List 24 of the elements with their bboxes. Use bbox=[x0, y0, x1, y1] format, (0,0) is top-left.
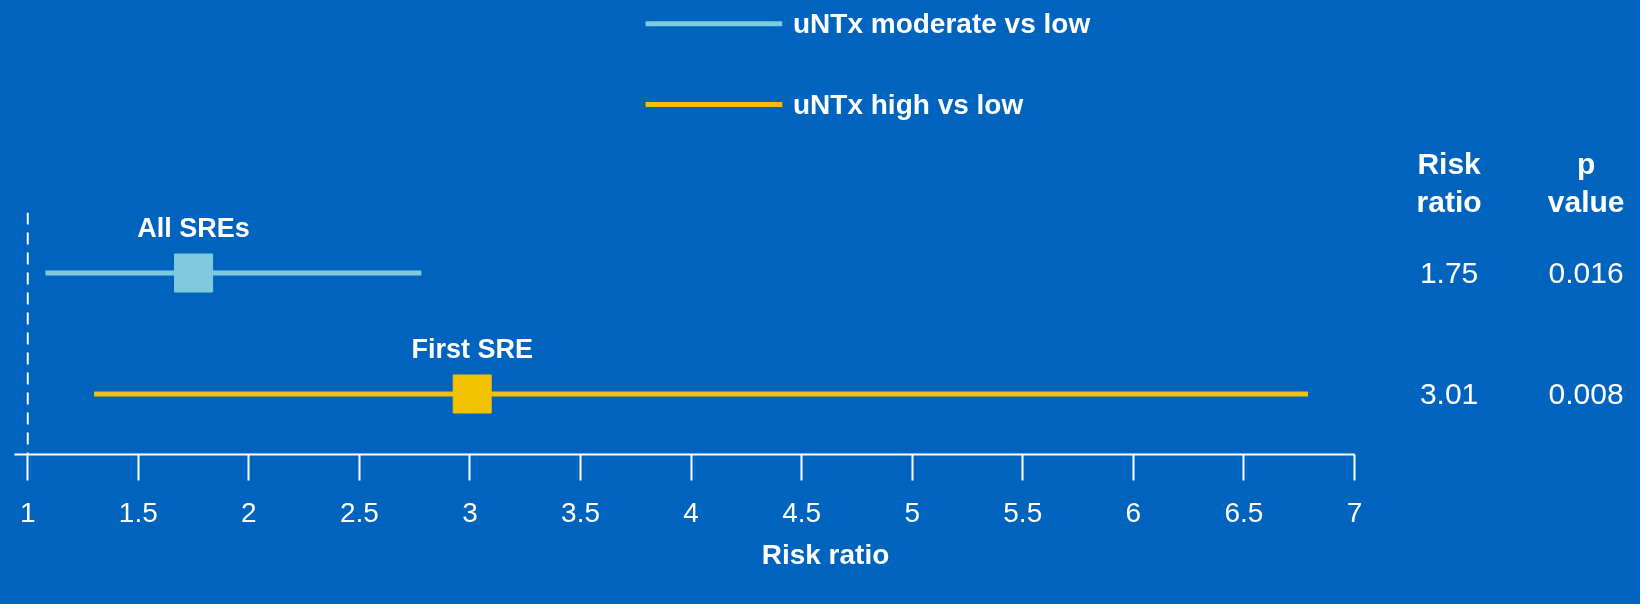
y-tick-label: First SRE bbox=[411, 333, 533, 364]
x-tick-label: 5.5 bbox=[1003, 496, 1043, 528]
y-tick-label: All SREs bbox=[137, 212, 250, 243]
x-tick-label: 6 bbox=[1125, 496, 1142, 528]
x-axis-title: Risk ratio bbox=[761, 538, 890, 570]
x-tick-label: 1 bbox=[19, 496, 36, 528]
x-tick-label: 5 bbox=[904, 496, 920, 528]
text: 0.008 bbox=[1548, 377, 1624, 410]
x-tick-label: 3 bbox=[462, 496, 478, 528]
text: p value bbox=[1547, 147, 1625, 219]
legend-label: uNTx high vs low bbox=[792, 88, 1024, 120]
text: 1.75 bbox=[1419, 256, 1479, 289]
x-tick-label: 6.5 bbox=[1224, 496, 1264, 528]
x-tick-label: 7 bbox=[1346, 496, 1363, 528]
x-tick-label: 3.5 bbox=[561, 496, 601, 528]
x-tick-label: 4 bbox=[683, 496, 699, 528]
x-tick-label: 2 bbox=[241, 496, 257, 528]
text: 3.01 bbox=[1419, 377, 1479, 410]
text: Risk ratio bbox=[1416, 147, 1482, 219]
legend-label: uNTx moderate vs low bbox=[792, 8, 1091, 40]
x-tick-label: 2.5 bbox=[339, 496, 379, 528]
x-tick-label: 1.5 bbox=[118, 496, 158, 528]
text: 0.016 bbox=[1548, 256, 1624, 289]
x-tick-label: 4.5 bbox=[782, 496, 822, 528]
